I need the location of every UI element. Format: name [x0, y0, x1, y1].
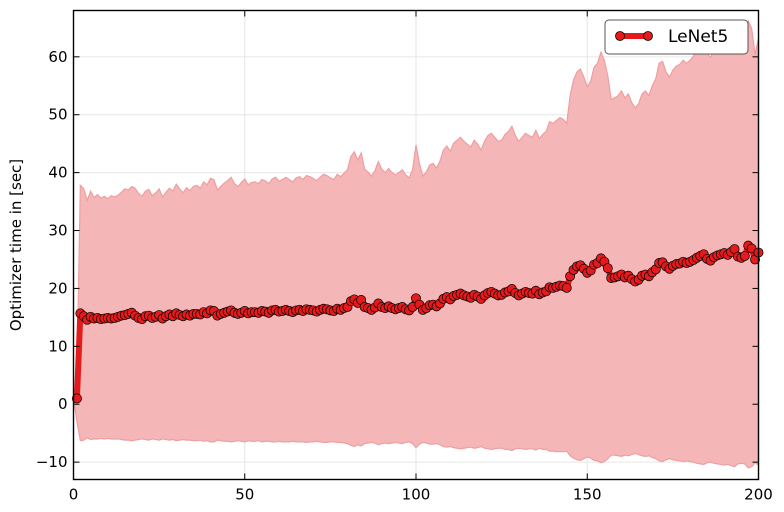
- data-point: [71, 393, 82, 404]
- x-tick-label: 50: [235, 486, 254, 504]
- y-axis-label: Optimizer time in [sec]: [7, 159, 25, 331]
- y-tick-label: 50: [48, 106, 67, 124]
- axis-ticks: [73, 10, 759, 480]
- legend-marker-right: [643, 31, 653, 41]
- y-tick-label: 60: [48, 48, 67, 66]
- y-tick-label: 40: [48, 164, 67, 182]
- y-tick-label: 30: [48, 222, 67, 240]
- data-point: [561, 282, 572, 293]
- legend: LeNet5: [604, 19, 749, 55]
- series-markers: [71, 240, 764, 404]
- x-tick-label: 100: [402, 486, 431, 504]
- x-tick-label: 0: [69, 486, 79, 504]
- y-tick-label: 10: [48, 337, 67, 355]
- legend-marker-left: [615, 31, 625, 41]
- data-point: [739, 251, 750, 261]
- x-tick-labels: 0 50 100 150 200: [69, 486, 773, 504]
- x-tick-label: 150: [573, 486, 602, 504]
- x-tick-label: 200: [744, 486, 773, 504]
- y-tick-labels: −10 0 10 20 30 40 50 60: [36, 48, 68, 471]
- legend-label: LeNet5: [668, 27, 728, 47]
- y-tick-label: 20: [48, 279, 67, 297]
- data-point: [602, 263, 613, 274]
- y-tick-label: −10: [36, 453, 68, 471]
- legend-box: [604, 19, 749, 55]
- y-tick-label: 0: [58, 395, 68, 413]
